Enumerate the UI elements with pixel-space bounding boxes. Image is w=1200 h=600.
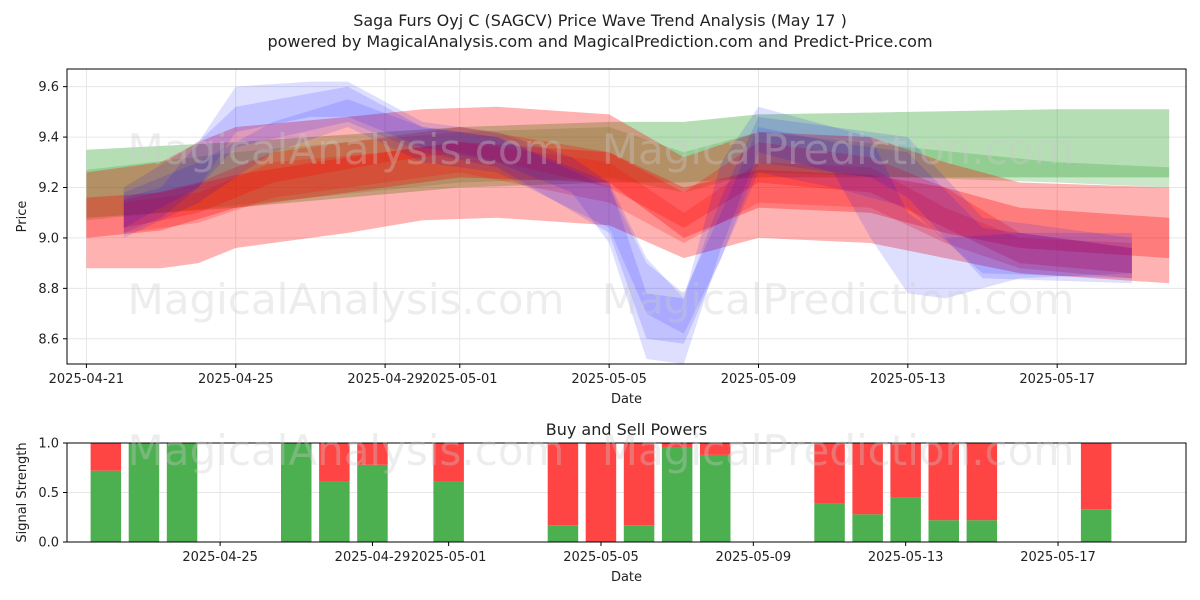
price-y-tick-label: 9.2	[38, 181, 59, 196]
chart-title: Saga Furs Oyj C (SAGCV) Price Wave Trend…	[353, 11, 847, 30]
buy-bar	[90, 470, 122, 542]
signal-y-axis-label: Signal Strength	[15, 442, 30, 542]
buy-bar	[319, 481, 350, 542]
buy-bar	[281, 443, 312, 542]
price-y-axis-label: Price	[15, 201, 30, 233]
buy-bar	[623, 525, 655, 542]
price-band-red-5	[123, 142, 1132, 279]
buy-bar	[814, 503, 845, 542]
watermark-text: MagicalPrediction.com	[602, 426, 1075, 475]
signal-y-tick-label: 0.5	[38, 486, 59, 501]
sell-bar	[661, 443, 693, 448]
buy-bar	[966, 520, 998, 542]
price-band-red-2	[86, 106, 1170, 284]
buy-bar	[890, 497, 921, 542]
buy-bar	[547, 525, 579, 542]
sell-bar	[90, 443, 122, 471]
signal-chart-title: Buy and Sell Powers	[546, 420, 708, 439]
price-band-green-0	[86, 109, 1170, 218]
watermark-text: MagicalAnalysis.com	[128, 426, 565, 475]
sell-bar	[433, 443, 464, 482]
watermark-text: MagicalPrediction.com	[602, 125, 1075, 174]
price-band-green-1	[86, 127, 1170, 221]
signal-x-tick-label: 2025-05-09	[716, 550, 792, 565]
buy-bar	[357, 464, 388, 542]
watermark-text: MagicalAnalysis.com	[128, 275, 565, 324]
buy-bar	[1080, 509, 1112, 542]
signal-x-axis-label: Date	[611, 570, 642, 585]
price-x-tick-label: 2025-05-09	[721, 372, 797, 387]
sell-bar	[814, 443, 845, 504]
price-band-blue-7	[123, 86, 1132, 344]
price-bands	[86, 81, 1170, 364]
price-band-red-3	[86, 142, 1170, 259]
sell-bar	[585, 443, 617, 542]
sell-bar	[700, 443, 731, 455]
price-chart: 8.6 8.8 9.0 9.2 9.4 9.6 2025-04-21 2025-04-25 20…	[15, 68, 1187, 407]
buy-bar	[166, 443, 198, 542]
price-x-axis-label: Date	[611, 392, 642, 407]
price-band-red-4	[123, 127, 1132, 274]
signal-y-tick-label: 1.0	[38, 437, 59, 452]
buy-bar	[661, 447, 693, 542]
buy-bar	[700, 454, 731, 542]
price-x-tick-label: 2025-05-17	[1019, 372, 1095, 387]
sell-bar	[547, 443, 579, 526]
signal-x-tick-label: 2025-05-05	[563, 550, 639, 565]
price-y-tick-label: 9.0	[38, 231, 59, 246]
price-y-tick-label: 8.6	[38, 332, 59, 347]
sell-bar	[1080, 443, 1112, 510]
chart-subtitle: powered by MagicalAnalysis.com and Magic…	[267, 32, 932, 51]
signal-x-tick-label: 2025-05-13	[868, 550, 944, 565]
price-plot-frame	[66, 68, 1187, 365]
price-x-tick-label: 2025-04-29	[347, 372, 423, 387]
price-band-blue-6	[123, 81, 1132, 364]
price-x-tick-label: 2025-04-21	[49, 372, 125, 387]
buy-bar	[128, 443, 160, 542]
price-plot-area	[67, 69, 1186, 364]
signal-x-tick-label: 2025-04-25	[182, 550, 258, 565]
price-x-tick-label: 2025-04-25	[198, 372, 274, 387]
sell-bar	[966, 443, 998, 521]
sell-bar	[319, 443, 350, 482]
watermark-layer: MagicalAnalysis.com MagicalPrediction.com…	[128, 125, 1075, 475]
price-x-tick-label: 2025-05-01	[422, 372, 498, 387]
price-y-tick-label: 9.4	[38, 131, 59, 146]
price-x-tick-label: 2025-05-13	[870, 372, 946, 387]
sell-bar	[852, 443, 883, 515]
signal-x-tick-label: 2025-04-29	[335, 550, 411, 565]
signal-chart: Buy and Sell Powers 0.0 0.5 1.0 2025-04-25 20…	[15, 420, 1187, 585]
watermark-text: MagicalPrediction.com	[602, 275, 1075, 324]
signal-y-tick-label: 0.0	[38, 536, 59, 551]
buy-bar	[928, 520, 959, 542]
signal-x-tick-label: 2025-05-01	[411, 550, 487, 565]
watermark-text: MagicalAnalysis.com	[128, 125, 565, 174]
buy-bar	[433, 481, 464, 542]
price-x-tick-label: 2025-05-05	[571, 372, 647, 387]
price-y-tick-label: 8.8	[38, 282, 59, 297]
sell-bar	[928, 443, 959, 521]
price-band-blue-8	[123, 99, 1132, 334]
sell-bar	[890, 443, 921, 498]
signal-x-tick-label: 2025-05-17	[1020, 550, 1096, 565]
sell-bar	[623, 443, 655, 526]
price-y-tick-label: 9.6	[38, 80, 59, 95]
sell-bar	[357, 443, 388, 465]
buy-bar	[852, 514, 883, 542]
